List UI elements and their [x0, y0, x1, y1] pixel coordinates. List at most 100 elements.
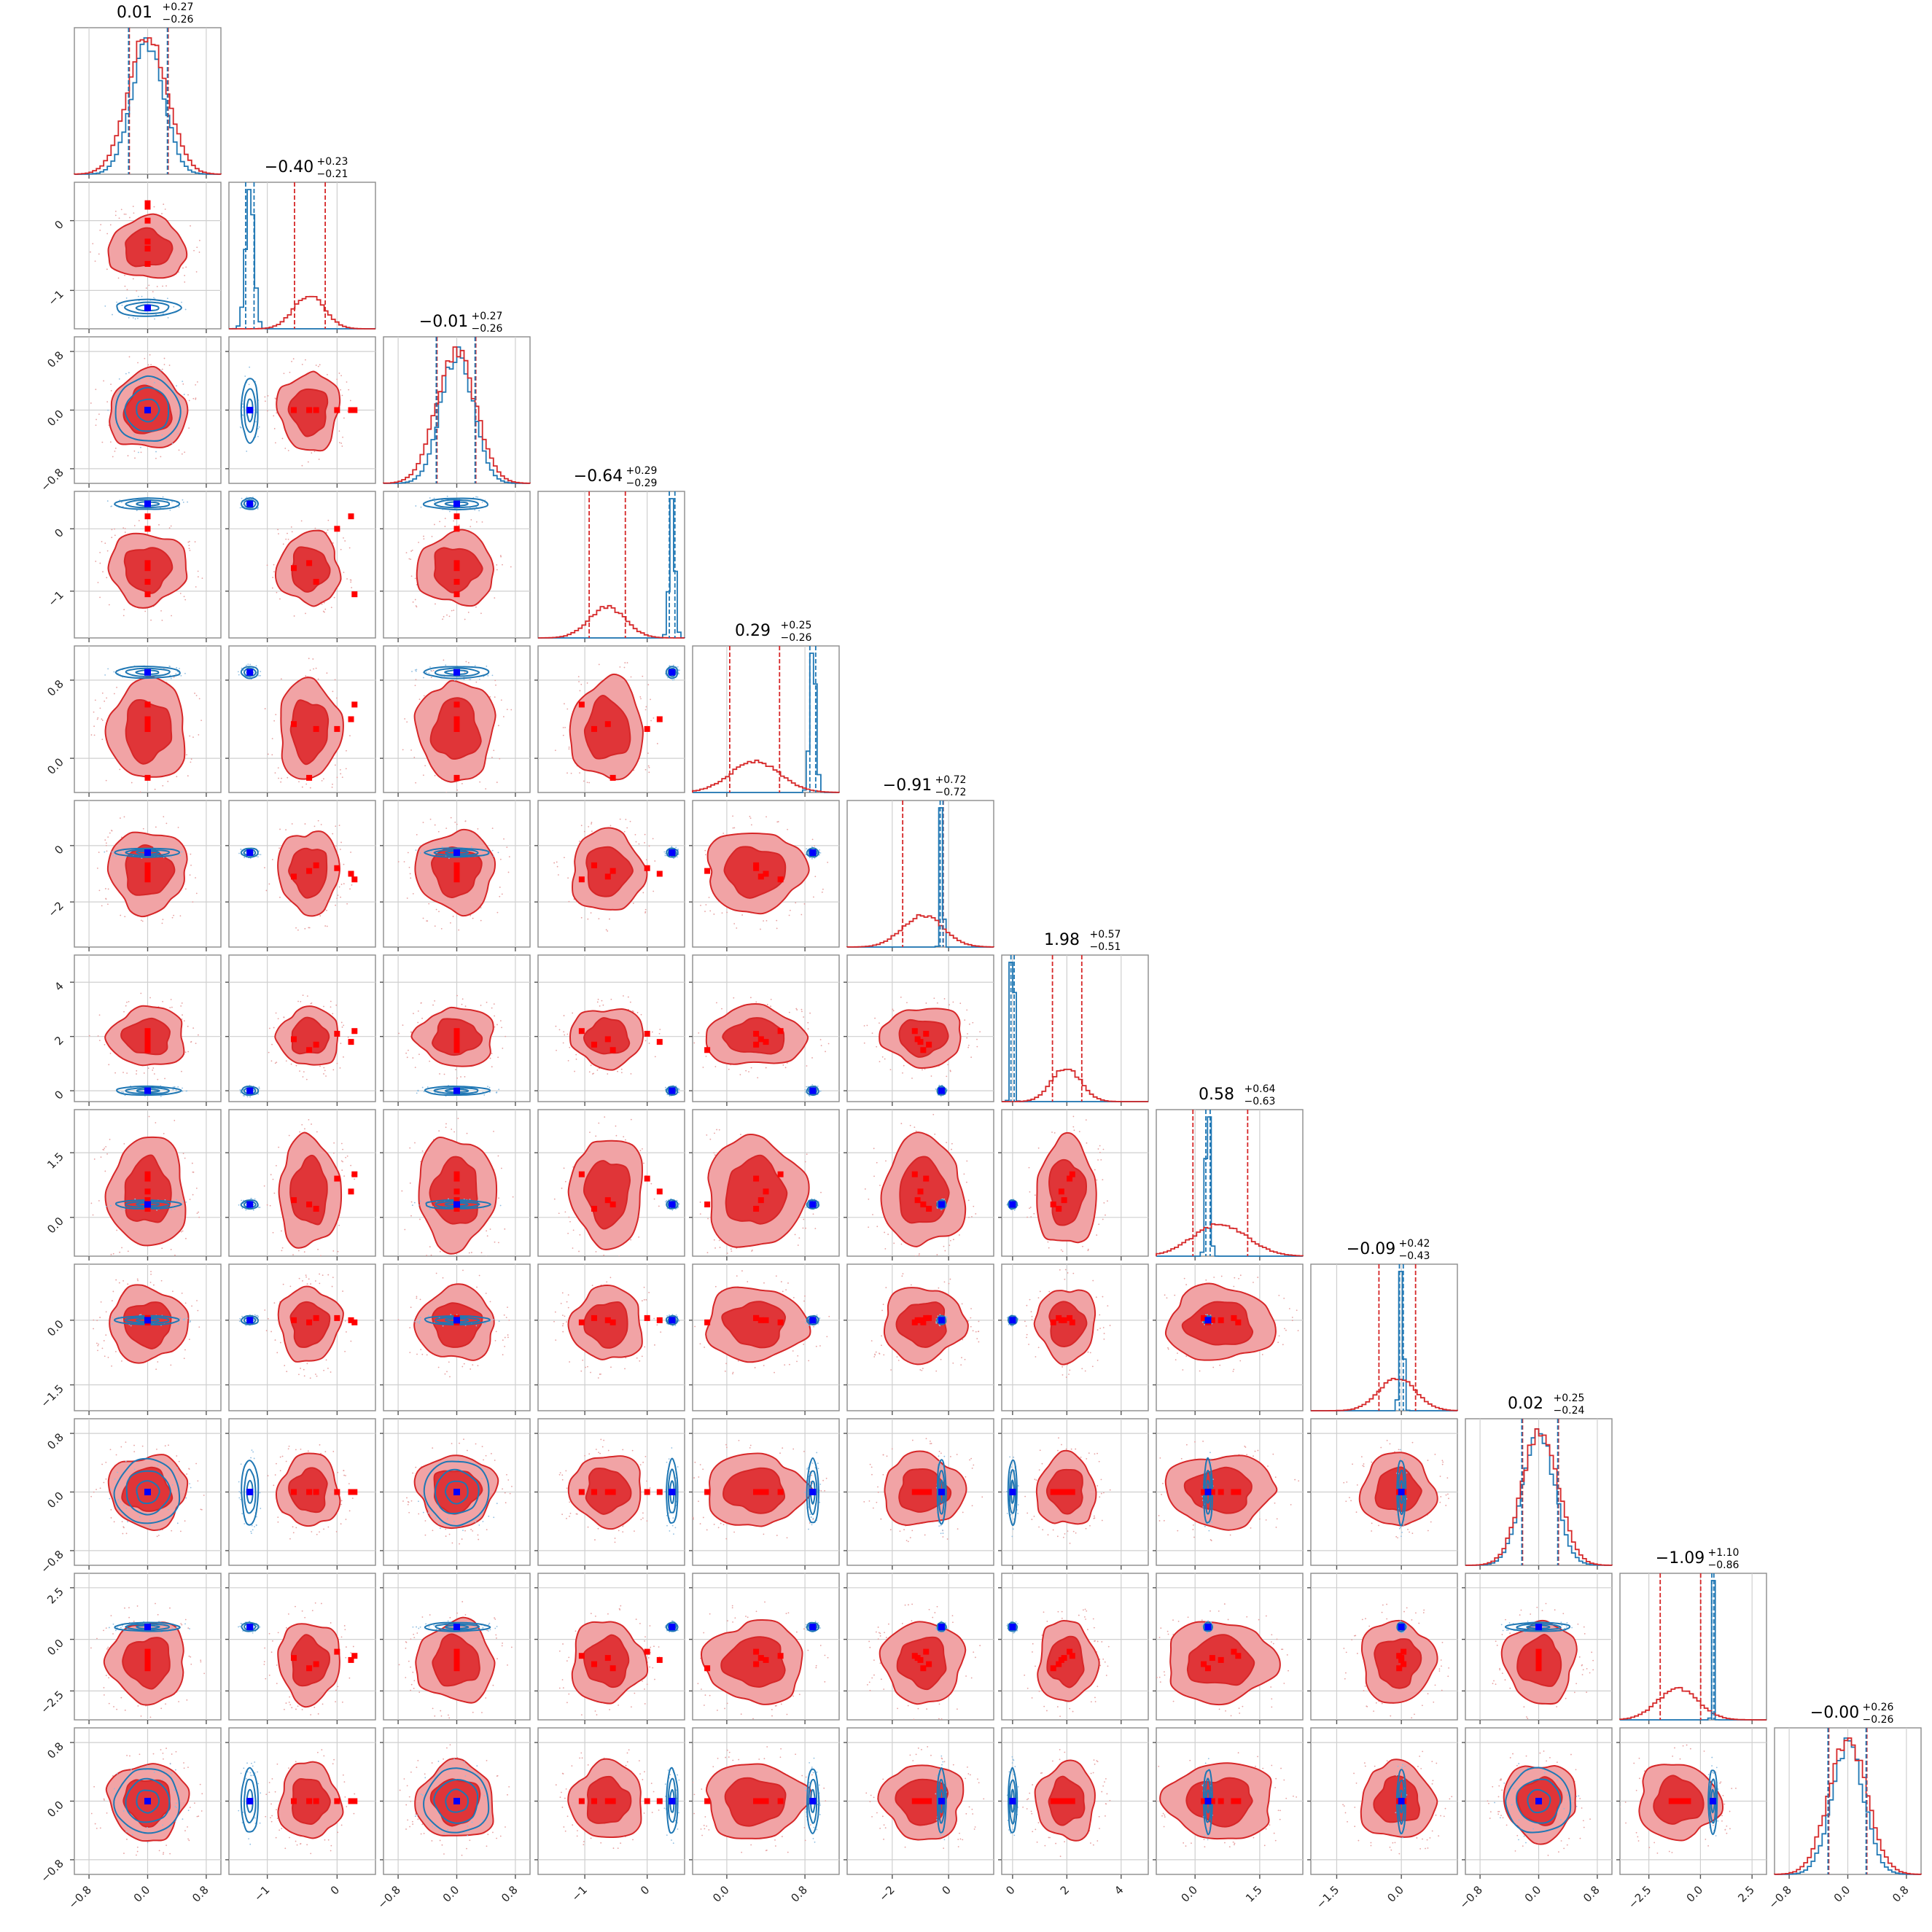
sample-point [763, 920, 764, 922]
sample-point [724, 1370, 726, 1372]
sample-point [726, 1702, 728, 1705]
truth-marker-a [453, 513, 460, 520]
sample-point [244, 1095, 246, 1097]
sample-point [128, 316, 130, 319]
sample-point [428, 1626, 430, 1628]
sample-point [413, 756, 416, 758]
sample-point [687, 1203, 688, 1204]
truth-marker-b [246, 1489, 254, 1495]
sample-point [570, 772, 572, 774]
sample-point [430, 677, 432, 679]
sample-point [187, 1025, 189, 1027]
sample-point [705, 1055, 707, 1057]
sample-point [1386, 1439, 1388, 1441]
truth-marker-a [313, 1489, 319, 1495]
sample-point [245, 1325, 247, 1326]
title-minus: −0.21 [317, 168, 348, 180]
sample-point [674, 1325, 677, 1327]
contour-inner [721, 1301, 787, 1349]
sample-point [795, 1008, 798, 1010]
sample-point [456, 1077, 459, 1079]
sample-point [410, 1638, 412, 1640]
sample-point [872, 1507, 874, 1509]
sample-point [397, 861, 400, 862]
sample-point [346, 578, 348, 580]
sample-point [590, 1613, 592, 1615]
contour-b [667, 1468, 677, 1514]
sample-point [481, 1712, 483, 1713]
panel-9-2 [380, 1418, 531, 1570]
sample-point [508, 856, 510, 858]
sample-point [1031, 1315, 1033, 1317]
sample-point [122, 1091, 125, 1094]
sample-point [507, 871, 510, 873]
sample-point [1201, 1495, 1204, 1497]
sample-point [252, 1529, 254, 1531]
sample-point [765, 1067, 767, 1069]
sample-point [416, 1297, 418, 1299]
sample-point [927, 1262, 929, 1263]
contour-b [240, 378, 259, 444]
sample-point [506, 1473, 507, 1476]
sample-point [714, 1285, 717, 1288]
sample-point [264, 400, 266, 402]
panel-5-3 [534, 800, 685, 951]
panel-7-5 [844, 1109, 994, 1263]
sample-point [488, 1086, 491, 1088]
sample-point [1006, 1204, 1008, 1206]
sample-point [119, 768, 121, 771]
sample-point [330, 1371, 332, 1373]
sample-point [418, 1500, 419, 1503]
sample-point [693, 1477, 696, 1479]
sample-point [405, 1677, 407, 1678]
truth-marker-a [144, 1661, 151, 1667]
sample-point [477, 496, 479, 498]
truth-marker-a [656, 1489, 663, 1495]
truth-marker-a [306, 1201, 313, 1208]
sample-point [630, 1118, 632, 1121]
sample-point [153, 1284, 155, 1286]
title-median: 0.02 [1508, 1395, 1543, 1413]
sample-point [184, 275, 186, 276]
sample-point [1034, 1479, 1036, 1480]
sample-point [338, 886, 340, 888]
title-minus: −0.29 [626, 478, 658, 489]
truth-marker-a [144, 1041, 151, 1048]
sample-point [918, 1255, 920, 1256]
sample-point [470, 1252, 472, 1253]
sample-point [195, 877, 196, 879]
sample-point [174, 1208, 176, 1210]
truth-marker-a [334, 1175, 340, 1182]
sample-point [976, 1038, 978, 1040]
sample-point [569, 1361, 570, 1363]
sample-point [900, 996, 902, 998]
sample-point [699, 1343, 701, 1345]
sample-point [190, 225, 191, 227]
sample-point [192, 901, 194, 903]
sample-point [961, 1357, 962, 1359]
sample-point [118, 378, 120, 380]
sample-point [901, 1275, 903, 1277]
sample-point [819, 852, 822, 854]
truth-marker-a [920, 1319, 927, 1325]
y-tick-label: −1.5 [38, 1382, 66, 1410]
y-tick-label: −2 [45, 899, 66, 919]
truth-marker-a [453, 526, 460, 532]
sample-point [451, 1129, 453, 1130]
sample-point [725, 1363, 727, 1365]
sample-point [733, 827, 736, 829]
sample-point [138, 520, 140, 521]
sample-point [156, 286, 158, 287]
sample-point [323, 1067, 325, 1069]
sample-point [251, 1524, 253, 1527]
truth-marker-a [757, 1317, 764, 1323]
truth-marker-a [453, 1047, 460, 1053]
sample-point [126, 1001, 128, 1003]
sample-point [415, 679, 417, 681]
sample-point [809, 1012, 811, 1014]
sample-point [448, 1717, 451, 1719]
truth-marker-a [578, 1319, 585, 1325]
sample-point [870, 1340, 873, 1342]
truth-marker-a [351, 1028, 358, 1035]
contour-b [424, 847, 490, 858]
